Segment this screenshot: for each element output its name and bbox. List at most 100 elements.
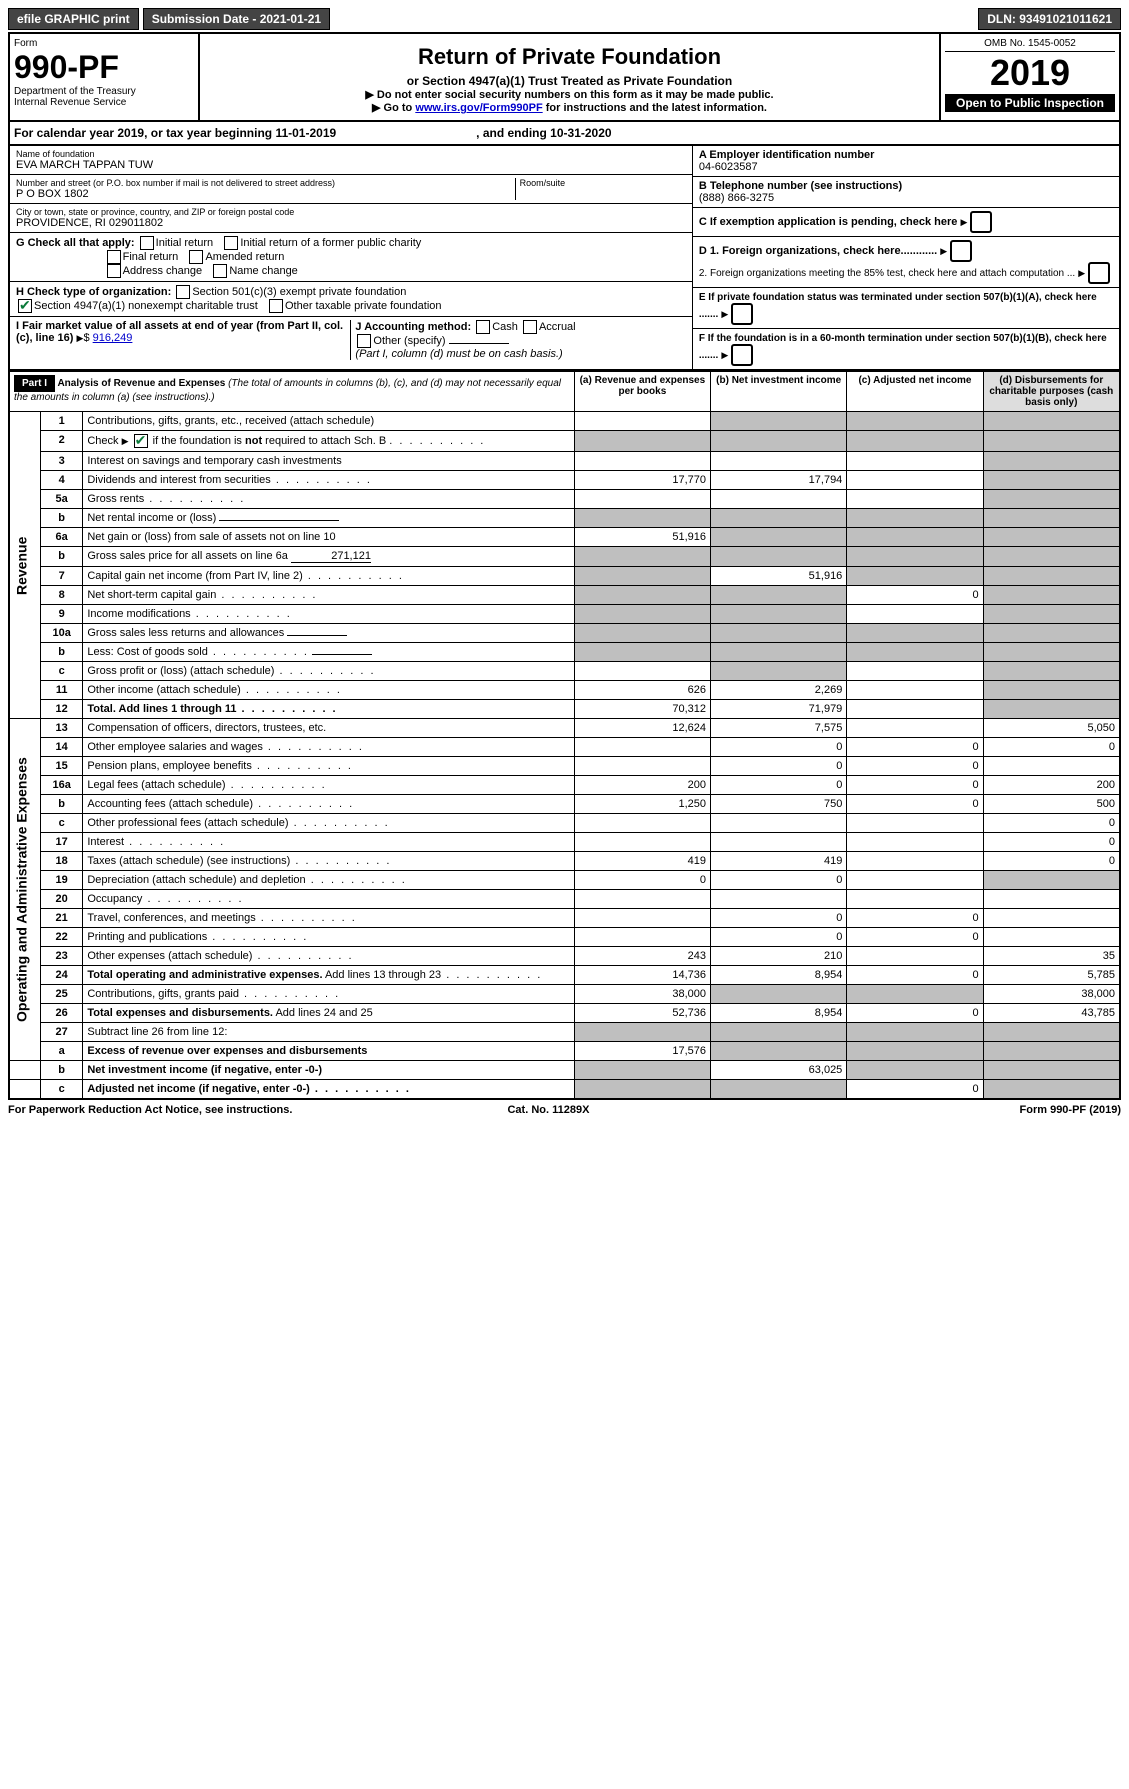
- part1-heading: Analysis of Revenue and Expenses: [57, 378, 225, 389]
- initial-return-checkbox[interactable]: [140, 236, 154, 250]
- gross-sales-value: 271,121: [291, 550, 371, 563]
- table-row: 22Printing and publications00: [9, 928, 1120, 947]
- cell-b: 71,979: [711, 700, 847, 719]
- cell-b: 0: [711, 928, 847, 947]
- cell-b: 750: [711, 795, 847, 814]
- row-desc: Gross profit or (loss) (attach schedule): [87, 665, 274, 677]
- table-row: 18Taxes (attach schedule) (see instructi…: [9, 852, 1120, 871]
- d2-checkbox[interactable]: [1088, 262, 1110, 284]
- row-desc: Other employee salaries and wages: [87, 741, 262, 753]
- row-desc: Subtract line 26 from line 12:: [83, 1023, 574, 1042]
- address-change-checkbox[interactable]: [107, 264, 121, 278]
- row-num: 21: [40, 909, 82, 928]
- row-num: 5a: [40, 490, 82, 509]
- table-row: 15Pension plans, employee benefits00: [9, 757, 1120, 776]
- accrual-checkbox[interactable]: [523, 320, 537, 334]
- dept-label: Department of the Treasury: [14, 86, 194, 97]
- table-row: 17Interest0: [9, 833, 1120, 852]
- e-checkbox[interactable]: [731, 303, 753, 325]
- open-inspection: Open to Public Inspection: [945, 94, 1115, 112]
- row-desc: Gross rents: [87, 493, 144, 505]
- row-desc: Occupancy: [87, 893, 142, 905]
- row-num: 13: [40, 719, 82, 738]
- i-label: I Fair market value of all assets at end…: [16, 320, 343, 344]
- table-row: 20Occupancy: [9, 890, 1120, 909]
- row-num: 1: [40, 412, 82, 431]
- name-change-checkbox[interactable]: [213, 264, 227, 278]
- other-method-checkbox[interactable]: [357, 334, 371, 348]
- d1-checkbox[interactable]: [950, 240, 972, 262]
- h-4947-checkbox[interactable]: [18, 299, 32, 313]
- cell-a: 17,576: [574, 1042, 710, 1061]
- cell-c: 0: [847, 738, 983, 757]
- row-num: 22: [40, 928, 82, 947]
- row-num: 14: [40, 738, 82, 757]
- row-num: 3: [40, 452, 82, 471]
- cell-c: 0: [847, 1004, 983, 1023]
- table-row: 27Subtract line 26 from line 12:: [9, 1023, 1120, 1042]
- arrow-icon: [1078, 267, 1085, 279]
- row-num: a: [40, 1042, 82, 1061]
- row-num: 4: [40, 471, 82, 490]
- arrow-icon: [940, 245, 947, 257]
- row-num: 9: [40, 605, 82, 624]
- cash-checkbox[interactable]: [476, 320, 490, 334]
- cell-d: 500: [983, 795, 1120, 814]
- amended-return-checkbox[interactable]: [189, 250, 203, 264]
- calendar-year-row: For calendar year 2019, or tax year begi…: [8, 122, 1121, 146]
- table-row: 8Net short-term capital gain0: [9, 586, 1120, 605]
- cell-a: 51,916: [574, 528, 710, 547]
- row-num: c: [40, 662, 82, 681]
- row-desc: Compensation of officers, directors, tru…: [83, 719, 574, 738]
- city-value: PROVIDENCE, RI 029011802: [16, 217, 686, 229]
- table-row: 25Contributions, gifts, grants paid38,00…: [9, 985, 1120, 1004]
- row-desc: Net short-term capital gain: [87, 589, 216, 601]
- ein-value: 04-6023587: [699, 161, 1113, 173]
- c-cell: C If exemption application is pending, c…: [693, 208, 1119, 237]
- final-return-checkbox[interactable]: [107, 250, 121, 264]
- row-desc: Accounting fees (attach schedule): [87, 798, 253, 810]
- table-row: 7Capital gain net income (from Part IV, …: [9, 567, 1120, 586]
- cell-b: 0: [711, 757, 847, 776]
- row-desc: Income modifications: [87, 608, 190, 620]
- h-501c3-checkbox[interactable]: [176, 285, 190, 299]
- h-o1: Section 501(c)(3) exempt private foundat…: [192, 286, 406, 298]
- arrow-icon: [721, 308, 728, 320]
- foundation-name: EVA MARCH TAPPAN TUW: [16, 159, 686, 171]
- row-desc: Other professional fees (attach schedule…: [87, 817, 288, 829]
- efile-print-button[interactable]: efile GRAPHIC print: [8, 8, 139, 30]
- cell-c: 0: [847, 928, 983, 947]
- irs-link[interactable]: www.irs.gov/Form990PF: [415, 102, 542, 114]
- cell-b: 2,269: [711, 681, 847, 700]
- row-num: 10a: [40, 624, 82, 643]
- row-desc: Interest on savings and temporary cash i…: [83, 452, 574, 471]
- j-other: Other (specify): [373, 335, 445, 347]
- cell-b: 0: [711, 776, 847, 795]
- revenue-label: Revenue: [9, 412, 40, 719]
- row-num: b: [40, 1061, 82, 1080]
- cell-c: 0: [847, 909, 983, 928]
- fmv-link[interactable]: 916,249: [93, 332, 133, 344]
- addr-label: Number and street (or P.O. box number if…: [16, 178, 515, 188]
- table-row: cOther professional fees (attach schedul…: [9, 814, 1120, 833]
- submission-date-button[interactable]: Submission Date - 2021-01-21: [143, 8, 330, 30]
- c-checkbox[interactable]: [970, 211, 992, 233]
- form-title-block: Return of Private Foundation or Section …: [200, 34, 939, 120]
- col-d-header: (d) Disbursements for charitable purpose…: [983, 372, 1120, 412]
- row-desc: Contributions, gifts, grants paid: [87, 988, 239, 1000]
- schb-checkbox[interactable]: [134, 434, 148, 448]
- cell-b: 63,025: [711, 1061, 847, 1080]
- row-num: 19: [40, 871, 82, 890]
- table-row: bNet rental income or (loss): [9, 509, 1120, 528]
- f-checkbox[interactable]: [731, 344, 753, 366]
- cell-d: 0: [983, 738, 1120, 757]
- table-row: c Gross profit or (loss) (attach schedule…: [9, 662, 1120, 681]
- g-o2: Initial return of a former public charit…: [240, 237, 421, 249]
- initial-former-checkbox[interactable]: [224, 236, 238, 250]
- dln-label: DLN: 93491021011621: [978, 8, 1121, 30]
- table-row: 26Total expenses and disbursements. Add …: [9, 1004, 1120, 1023]
- table-row: 16aLegal fees (attach schedule)20000200: [9, 776, 1120, 795]
- g-o6: Name change: [229, 265, 298, 277]
- h-other-checkbox[interactable]: [269, 299, 283, 313]
- form-year-block: OMB No. 1545-0052 2019 Open to Public In…: [939, 34, 1119, 120]
